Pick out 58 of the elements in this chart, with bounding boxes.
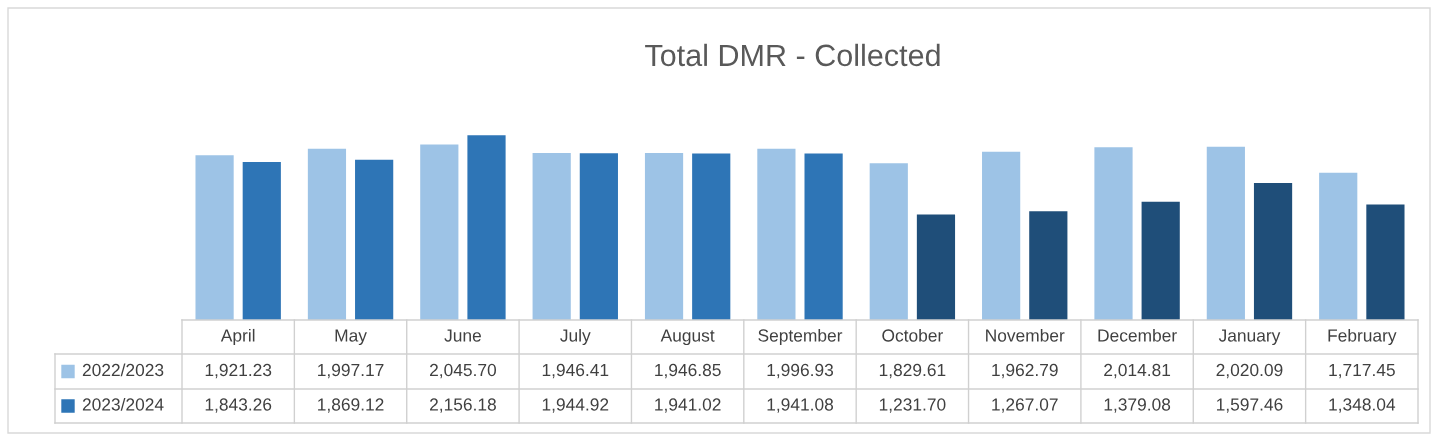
bar (692, 153, 731, 320)
data-label: 1,962.79 (992, 363, 1058, 379)
data-label: 2,045.70 (430, 363, 497, 379)
data-label: 1,869.12 (318, 398, 384, 413)
data-label: 1,267.07 (992, 398, 1058, 413)
bar (644, 153, 684, 320)
data-label: 1,921.23 (205, 363, 272, 379)
data-label: 1,231.70 (879, 398, 946, 413)
data-label: 1,946.85 (655, 363, 721, 379)
bar (195, 155, 234, 320)
data-label: 1,997.17 (318, 363, 384, 379)
x-tick-label: May (335, 329, 367, 346)
bar (1366, 204, 1405, 320)
data-label: 1,843.26 (205, 398, 272, 413)
bar (420, 144, 459, 320)
x-tick-label: April (220, 328, 255, 346)
bar (1206, 146, 1245, 320)
data-label: 1,348.04 (1329, 398, 1396, 413)
bar (1094, 147, 1133, 320)
x-tick-label: August (660, 329, 715, 346)
data-label: 2,020.09 (1216, 363, 1283, 379)
data-label: 1,829.61 (879, 363, 946, 379)
x-tick-label: October (882, 328, 943, 342)
x-tick-label: February (1328, 328, 1397, 346)
bar (579, 153, 618, 320)
data-label: 1,717.45 (1329, 364, 1395, 379)
chart-title: Total DMR - Collected (645, 43, 940, 67)
data-label: 1,941.08 (767, 398, 834, 413)
bar (532, 153, 571, 320)
x-tick-label: January (1218, 329, 1281, 346)
data-label: 1,597.46 (1216, 398, 1283, 413)
bar (757, 148, 796, 320)
data-label: 2,014.81 (1104, 363, 1171, 379)
bar (916, 214, 956, 320)
data-label: 1,379.08 (1104, 398, 1171, 413)
x-tick-label: November (986, 328, 1065, 342)
x-tick-label: December (1098, 328, 1177, 342)
bar (242, 161, 281, 320)
data-label: 2,156.18 (430, 398, 496, 413)
bar (467, 135, 506, 320)
x-tick-label: July (560, 328, 591, 346)
bar (1319, 172, 1358, 320)
bar (804, 153, 843, 320)
bar (869, 163, 908, 320)
legend-label: 2022/2023 (82, 363, 164, 377)
bar (1029, 211, 1068, 320)
data-label: 1,944.92 (542, 398, 609, 413)
bar (1141, 201, 1180, 320)
x-tick-label: June (444, 329, 481, 342)
bar (355, 159, 394, 320)
data-label: 1,996.93 (767, 363, 834, 379)
legend-label: 2023/2024 (82, 397, 164, 411)
x-tick-label: September (758, 328, 843, 346)
bar (307, 148, 347, 320)
bar (1253, 183, 1293, 320)
data-label: 1,946.41 (542, 363, 609, 379)
bar (982, 151, 1021, 320)
data-label: 1,941.02 (655, 398, 721, 413)
